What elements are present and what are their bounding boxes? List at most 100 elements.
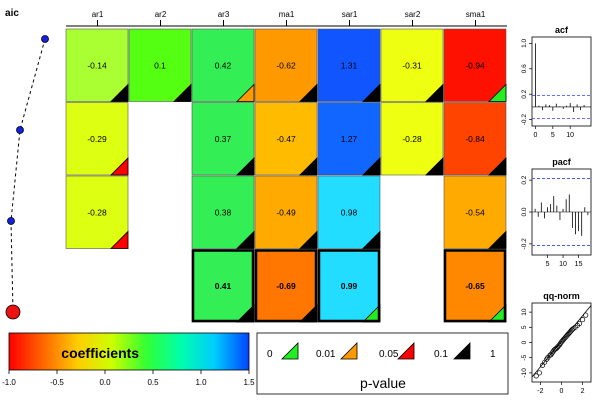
legend-triangle [397,342,415,360]
y-tick-label: -0.2 [521,114,528,126]
heatmap-cell [65,175,129,249]
x-tick-label: -2 [537,388,543,395]
qq-point [583,312,589,318]
heatmap-cell [191,102,255,176]
aic-title: aic [5,8,19,19]
y-tick-label: -0.2 [521,238,528,250]
colorbar-tick-label: 0.0 [99,378,111,387]
cell-value: -0.94 [465,60,485,70]
colorbar-tick-label: 0.5 [147,378,159,387]
pvalue-triangle [488,83,507,102]
cell-value: -0.84 [465,134,485,144]
heatmap-cell [254,249,318,323]
x-tick-label: 0 [560,388,564,395]
heatmap-cell [317,102,381,176]
pvalue-triangle [362,230,381,249]
colorbar [8,332,250,371]
cell-value: 0.42 [215,60,232,70]
heatmap-cell [443,175,507,249]
y-tick-label: 10 [521,308,528,316]
aic-point [41,35,49,43]
legend-triangle [281,342,299,360]
heatmap-cell [254,175,318,249]
cell-value: 0.37 [215,134,232,144]
heatmap-cell [380,102,444,176]
pvalue-triangle [299,157,318,176]
colorbar-tick-label: 1.5 [243,378,255,387]
heatmap-cell [443,28,507,102]
acf-title: acf [555,25,569,35]
heatmap-cell [65,102,129,176]
legend-triangle [340,342,358,360]
pvalue-triangle [173,83,192,102]
qq-point [533,373,539,379]
pvalue-triangle [110,230,129,249]
aic-best-point [5,304,21,320]
pvalue-triangle [299,83,318,102]
y-tick-label: 5 [521,325,528,329]
pvalue-triangle [488,157,507,176]
heatmap-cell [254,102,318,176]
qq-point [544,356,550,362]
cell-value: -0.31 [402,60,422,70]
qq-point [580,317,586,323]
cell-value: -0.47 [276,134,296,144]
y-tick-label: -5 [521,354,528,360]
qq-point [536,370,542,376]
column-label: sar2 [405,10,421,19]
qq-norm-title: qq-norm [543,291,580,301]
y-tick-label: 0.2 [521,89,528,98]
pvalue-legend-title: p-value [360,375,406,391]
legend-entry-label: 0.01 [316,349,336,360]
column-label: ma1 [279,10,295,19]
cell-value: -0.65 [465,281,485,291]
pvalue-triangle [110,83,129,102]
x-tick-label: 15 [575,261,583,268]
cell-value: 1.27 [341,134,358,144]
colorbar-tick-label: -1.0 [2,378,16,387]
heatmap-cell [380,28,444,102]
heatmap-cell [317,175,381,249]
qq-point [576,321,582,327]
pvalue-triangle [362,157,381,176]
cell-value: 0.41 [215,281,232,291]
pvalue-triangle [488,230,507,249]
pvalue-triangle [110,157,129,176]
column-label: ar1 [92,10,104,19]
acf-frame [531,36,592,127]
pvalue-triangle [425,157,444,176]
y-tick-label: 0.0 [521,207,528,216]
pvalue-triangle [236,83,255,102]
x-tick-label: 5 [546,261,550,268]
column-label: ar2 [155,10,167,19]
y-tick-label: -10 [521,368,528,378]
column-label: ar3 [218,10,230,19]
cell-value: -0.28 [402,134,422,144]
heatmap-cell [443,102,507,176]
x-tick-label: 2 [581,388,585,395]
cell-value: 1.31 [341,60,358,70]
best-model-border [443,249,507,323]
colorbar-label: coefficients [61,345,139,361]
y-tick-label: 0.2 [521,175,528,184]
heatmap-cell [128,28,192,102]
cell-value: -0.49 [276,207,296,217]
y-tick-label: 1.0 [521,38,528,47]
cell-value: 0.98 [341,207,358,217]
heatmap-cell [65,28,129,102]
aic-point [16,126,24,134]
cell-value: -0.28 [87,207,107,217]
pacf-title: pacf [552,157,572,167]
legend-entry-label: 0.1 [434,349,448,360]
legend-entry-label: 1 [490,349,496,360]
cell-value: 0.99 [341,281,358,291]
pvalue-triangle [425,83,444,102]
colorbar-tick-label: 1.0 [195,378,207,387]
legend-triangle [453,342,471,360]
heatmap-cell [443,249,507,323]
aic-dashed-line [10,38,46,313]
heatmap-cell [191,175,255,249]
best-model-border [254,249,318,323]
cell-value: 0.1 [154,60,166,70]
